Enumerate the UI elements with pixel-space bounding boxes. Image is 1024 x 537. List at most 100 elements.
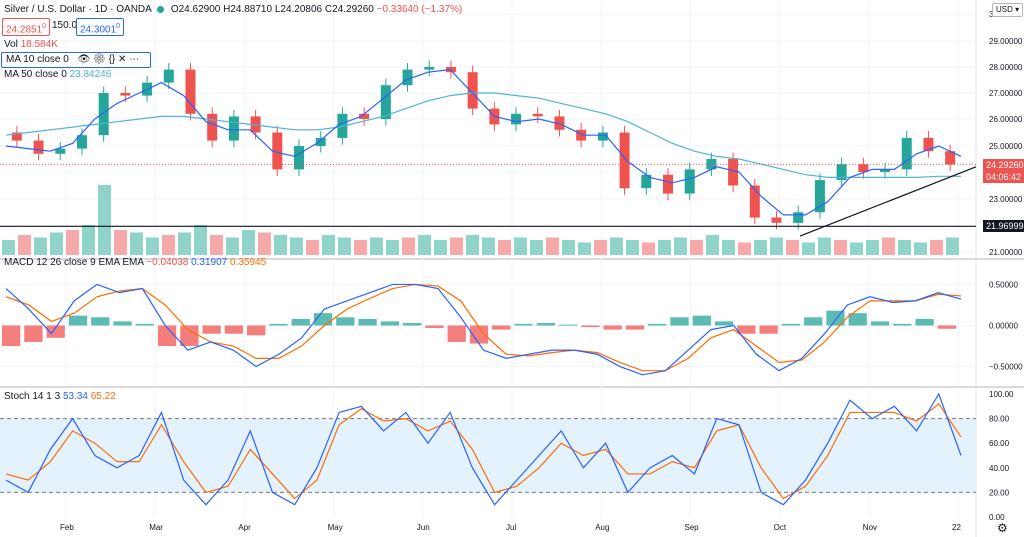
volume-bar (914, 242, 927, 255)
support-price-label: 21.96999 (986, 221, 1024, 231)
macd-histogram-bar (224, 325, 244, 334)
volume-bar (66, 230, 79, 255)
stoch-tick-label: 20.00 (989, 488, 1010, 497)
macd-histogram-bar (937, 325, 956, 329)
candle (662, 174, 673, 194)
change-value: −0.33640 (−1.37%) (376, 4, 463, 15)
time-tick-label: May (328, 523, 343, 532)
candle (294, 146, 305, 170)
buy-price-sup: 0 (116, 23, 121, 30)
macd-histogram-bar (403, 323, 422, 326)
candle (511, 113, 522, 125)
volume-bar (818, 237, 831, 255)
eye-icon[interactable]: 👁 (77, 54, 91, 65)
candle (228, 116, 239, 141)
macd-histogram-bar (648, 323, 667, 326)
volume-bar (882, 237, 895, 255)
stoch-label: Stoch 14 1 3 (4, 391, 61, 402)
volume-bar (578, 242, 591, 255)
macd-histogram-bar (425, 325, 444, 328)
gear-icon[interactable]: ⚙ (93, 54, 106, 65)
volume-bar (786, 240, 799, 255)
price-tick-label: 26.00000 (989, 115, 1023, 124)
volume-bar (162, 235, 175, 255)
close-value: C24.29260 (324, 4, 374, 15)
candle (33, 140, 44, 154)
candle (76, 135, 87, 149)
time-tick-label: Jun (417, 523, 430, 532)
volume-bar (50, 232, 63, 255)
stoch-legend[interactable]: Stoch 14 1 3 53.34 65.22 (4, 390, 116, 404)
candle (424, 67, 435, 70)
macd-histogram-bar (536, 323, 555, 326)
currency-label: USD (996, 5, 1013, 14)
volume-bar (674, 237, 687, 255)
macd-signal-value: 0.35945 (230, 257, 267, 268)
volume-value: 18.584K (20, 39, 58, 50)
volume-bar (114, 230, 127, 255)
source-code-icon[interactable]: {} (108, 54, 116, 65)
candle (359, 113, 370, 119)
candle (532, 113, 543, 117)
candle (793, 212, 804, 223)
stoch-tick-label: 0.00 (989, 513, 1005, 522)
candle (380, 85, 391, 119)
ma10-legend[interactable]: MA 10 close 0 👁 ⚙ {} ✕ ⋯ (1, 52, 151, 68)
buy-button[interactable]: 24.30010 (76, 18, 125, 36)
volume-bar (770, 237, 783, 255)
time-tick-label: Oct (774, 523, 787, 532)
volume-legend[interactable]: Vol 18.584K (4, 38, 58, 52)
candle (120, 93, 131, 96)
volume-bar (386, 240, 399, 255)
ma50-value: 23.84246 (69, 69, 112, 80)
volume-bar (98, 185, 111, 255)
stoch-k-line (5, 392, 962, 506)
ma50-legend[interactable]: MA 50 close 0 23.84246 (4, 68, 111, 82)
volume-bar (738, 242, 751, 255)
candle (880, 169, 891, 172)
candle (402, 69, 413, 86)
macd-histogram-bar (581, 325, 600, 328)
candle (749, 185, 760, 218)
volume-bar (418, 235, 431, 255)
macd-tick-label: 0.00000 (989, 322, 1018, 331)
more-icon[interactable]: ⋯ (129, 54, 140, 65)
volume-bar (498, 240, 511, 255)
settings-icon[interactable]: ⚙ (997, 521, 1008, 535)
macd-histogram-bar (24, 325, 43, 342)
volume-bar (898, 240, 911, 255)
close-icon[interactable]: ✕ (118, 54, 127, 65)
time-tick-label: Feb (60, 523, 74, 532)
sell-button[interactable]: 24.28510 (2, 18, 51, 36)
time-tick-label: Nov (863, 523, 877, 532)
macd-legend[interactable]: MACD 12 26 close 9 EMA EMA −0.04038 0.31… (4, 256, 266, 270)
volume-bar (130, 232, 143, 255)
volume-bar (370, 237, 383, 255)
volume-bar (722, 240, 735, 255)
volume-bar (338, 237, 351, 255)
sell-price: 24.2851 (6, 24, 43, 36)
macd-histogram-bar (558, 324, 578, 326)
macd-histogram-bar (2, 325, 21, 347)
stoch-tick-label: 100.00 (989, 390, 1014, 399)
macd-histogram-bar (135, 323, 154, 326)
macd-histogram-bar (492, 325, 511, 330)
macd-histogram-bar (380, 321, 400, 326)
volume-bar (690, 240, 703, 255)
volume-bar (626, 240, 639, 255)
candle (814, 180, 825, 213)
macd-histogram-bar (625, 325, 645, 330)
sell-price-sup: 0 (42, 23, 47, 30)
ma10-label: MA 10 close 0 (6, 54, 69, 65)
stoch-tick-label: 80.00 (989, 415, 1010, 424)
symbol-legend: Silver / U.S. Dollar · 1D · OANDA O24.62… (4, 3, 462, 17)
volume-bar (210, 235, 223, 255)
volume-bar (34, 237, 47, 255)
stoch-band (0, 418, 976, 493)
symbol-title[interactable]: Silver / U.S. Dollar · 1D · OANDA (4, 4, 152, 15)
currency-button[interactable]: USD ▾ (992, 3, 1024, 17)
volume-bar (754, 240, 767, 255)
macd-histogram-bar (603, 325, 622, 330)
time-tick-label: Jul (506, 523, 516, 532)
